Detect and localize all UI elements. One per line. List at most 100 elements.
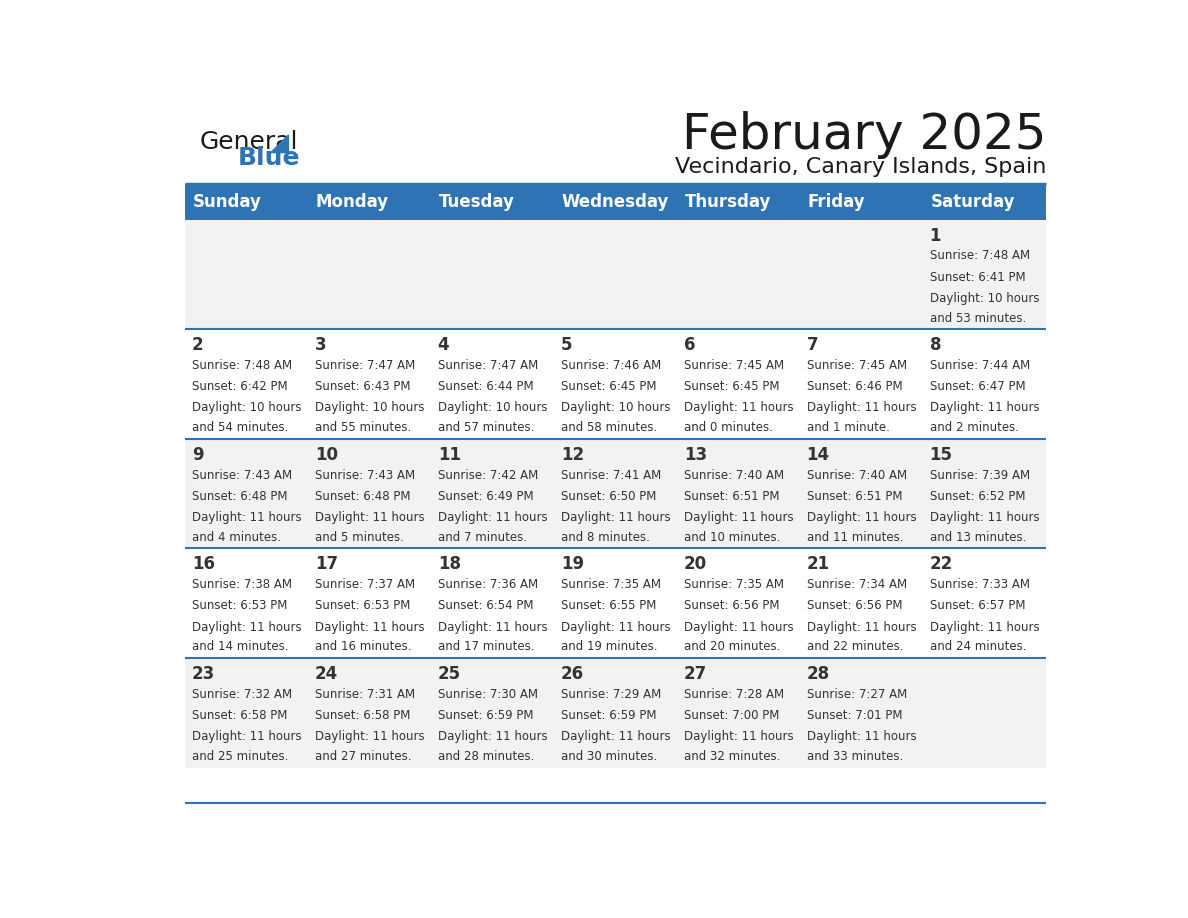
Text: 13: 13 [683,446,707,464]
Text: Sunrise: 7:39 AM: Sunrise: 7:39 AM [930,468,1030,482]
Text: 6: 6 [683,336,695,354]
Text: Sunset: 6:52 PM: Sunset: 6:52 PM [930,489,1025,503]
Text: 10: 10 [315,446,337,464]
Text: 27: 27 [683,665,707,683]
Text: Sunrise: 7:47 AM: Sunrise: 7:47 AM [437,359,538,372]
Text: Friday: Friday [808,193,865,211]
Text: and 32 minutes.: and 32 minutes. [683,750,781,763]
Text: Sunrise: 7:45 AM: Sunrise: 7:45 AM [683,359,784,372]
Text: 26: 26 [561,665,583,683]
Text: and 22 minutes.: and 22 minutes. [807,640,903,654]
Text: 28: 28 [807,665,829,683]
Text: 15: 15 [930,446,953,464]
Text: Sunset: 6:53 PM: Sunset: 6:53 PM [315,599,410,612]
Text: Tuesday: Tuesday [438,193,514,211]
Text: Sunrise: 7:40 AM: Sunrise: 7:40 AM [807,468,906,482]
Text: Sunset: 6:58 PM: Sunset: 6:58 PM [191,709,287,722]
Text: Sunset: 6:49 PM: Sunset: 6:49 PM [437,489,533,503]
Text: and 25 minutes.: and 25 minutes. [191,750,289,763]
Text: Daylight: 11 hours: Daylight: 11 hours [437,621,548,633]
Text: Sunset: 6:48 PM: Sunset: 6:48 PM [315,489,410,503]
Text: and 58 minutes.: and 58 minutes. [561,421,657,434]
Bar [185,548,1047,658]
Text: 3: 3 [315,336,327,354]
Text: Daylight: 11 hours: Daylight: 11 hours [191,730,302,743]
Text: 11: 11 [437,446,461,464]
Text: 19: 19 [561,555,583,574]
Text: and 55 minutes.: and 55 minutes. [315,421,411,434]
Text: 7: 7 [807,336,819,354]
Text: Sunset: 6:59 PM: Sunset: 6:59 PM [561,709,656,722]
Text: 5: 5 [561,336,573,354]
Text: 4: 4 [437,336,449,354]
Text: February 2025: February 2025 [682,111,1047,159]
Text: Sunrise: 7:32 AM: Sunrise: 7:32 AM [191,688,292,700]
Text: Saturday: Saturday [930,193,1015,211]
Text: 21: 21 [807,555,829,574]
Text: Sunset: 6:51 PM: Sunset: 6:51 PM [807,489,902,503]
Text: Sunrise: 7:48 AM: Sunrise: 7:48 AM [930,250,1030,263]
Text: Sunrise: 7:38 AM: Sunrise: 7:38 AM [191,578,292,591]
Text: Sunset: 6:54 PM: Sunset: 6:54 PM [437,599,533,612]
Text: and 0 minutes.: and 0 minutes. [683,421,772,434]
Text: and 16 minutes.: and 16 minutes. [315,640,411,654]
Text: Sunset: 6:53 PM: Sunset: 6:53 PM [191,599,287,612]
Text: and 13 minutes.: and 13 minutes. [930,531,1026,543]
Text: Daylight: 11 hours: Daylight: 11 hours [315,621,424,633]
Text: Sunset: 6:43 PM: Sunset: 6:43 PM [315,380,410,393]
Text: Sunday: Sunday [192,193,261,211]
Text: and 1 minute.: and 1 minute. [807,421,890,434]
Text: Daylight: 11 hours: Daylight: 11 hours [683,401,794,414]
Text: Sunset: 6:59 PM: Sunset: 6:59 PM [437,709,533,722]
Text: and 27 minutes.: and 27 minutes. [315,750,411,763]
Text: Thursday: Thursday [684,193,771,211]
Text: Sunrise: 7:43 AM: Sunrise: 7:43 AM [191,468,292,482]
Text: Sunset: 6:45 PM: Sunset: 6:45 PM [561,380,656,393]
Text: Sunset: 7:01 PM: Sunset: 7:01 PM [807,709,902,722]
Text: Sunrise: 7:30 AM: Sunrise: 7:30 AM [437,688,538,700]
Text: Daylight: 11 hours: Daylight: 11 hours [807,401,916,414]
Text: Daylight: 11 hours: Daylight: 11 hours [807,511,916,524]
Text: Daylight: 11 hours: Daylight: 11 hours [561,730,670,743]
Text: and 5 minutes.: and 5 minutes. [315,531,404,543]
Text: Sunset: 6:51 PM: Sunset: 6:51 PM [683,489,779,503]
Text: Daylight: 11 hours: Daylight: 11 hours [930,401,1040,414]
Text: 22: 22 [930,555,953,574]
Text: and 4 minutes.: and 4 minutes. [191,531,280,543]
Text: Vecindario, Canary Islands, Spain: Vecindario, Canary Islands, Spain [675,157,1047,176]
Text: Daylight: 11 hours: Daylight: 11 hours [191,621,302,633]
Text: and 17 minutes.: and 17 minutes. [437,640,535,654]
Text: Daylight: 11 hours: Daylight: 11 hours [683,730,794,743]
Text: and 53 minutes.: and 53 minutes. [930,311,1026,325]
Text: Sunrise: 7:45 AM: Sunrise: 7:45 AM [807,359,906,372]
Text: Daylight: 11 hours: Daylight: 11 hours [315,511,424,524]
Text: Sunset: 6:58 PM: Sunset: 6:58 PM [315,709,410,722]
Text: Sunset: 6:56 PM: Sunset: 6:56 PM [807,599,902,612]
Text: Daylight: 11 hours: Daylight: 11 hours [191,511,302,524]
Text: Sunset: 6:55 PM: Sunset: 6:55 PM [561,599,656,612]
Text: Daylight: 11 hours: Daylight: 11 hours [683,621,794,633]
Bar [185,330,1047,439]
Text: Sunrise: 7:35 AM: Sunrise: 7:35 AM [561,578,661,591]
Text: Sunset: 6:44 PM: Sunset: 6:44 PM [437,380,533,393]
Text: Sunset: 6:41 PM: Sunset: 6:41 PM [930,271,1025,284]
Text: Sunset: 6:46 PM: Sunset: 6:46 PM [807,380,903,393]
Text: and 20 minutes.: and 20 minutes. [683,640,781,654]
Text: Daylight: 10 hours: Daylight: 10 hours [437,401,548,414]
Text: General: General [200,130,298,154]
Bar [185,219,1047,330]
Text: Sunrise: 7:44 AM: Sunrise: 7:44 AM [930,359,1030,372]
Text: Daylight: 10 hours: Daylight: 10 hours [930,292,1040,305]
Bar [185,658,1047,767]
Text: and 57 minutes.: and 57 minutes. [437,421,535,434]
Text: Sunset: 6:47 PM: Sunset: 6:47 PM [930,380,1025,393]
Text: Daylight: 10 hours: Daylight: 10 hours [191,401,302,414]
Text: and 19 minutes.: and 19 minutes. [561,640,657,654]
Text: 9: 9 [191,446,203,464]
Text: and 28 minutes.: and 28 minutes. [437,750,535,763]
Text: and 33 minutes.: and 33 minutes. [807,750,903,763]
Text: Sunrise: 7:47 AM: Sunrise: 7:47 AM [315,359,415,372]
Text: Daylight: 11 hours: Daylight: 11 hours [437,730,548,743]
Text: Sunrise: 7:35 AM: Sunrise: 7:35 AM [683,578,784,591]
Text: Sunrise: 7:27 AM: Sunrise: 7:27 AM [807,688,906,700]
